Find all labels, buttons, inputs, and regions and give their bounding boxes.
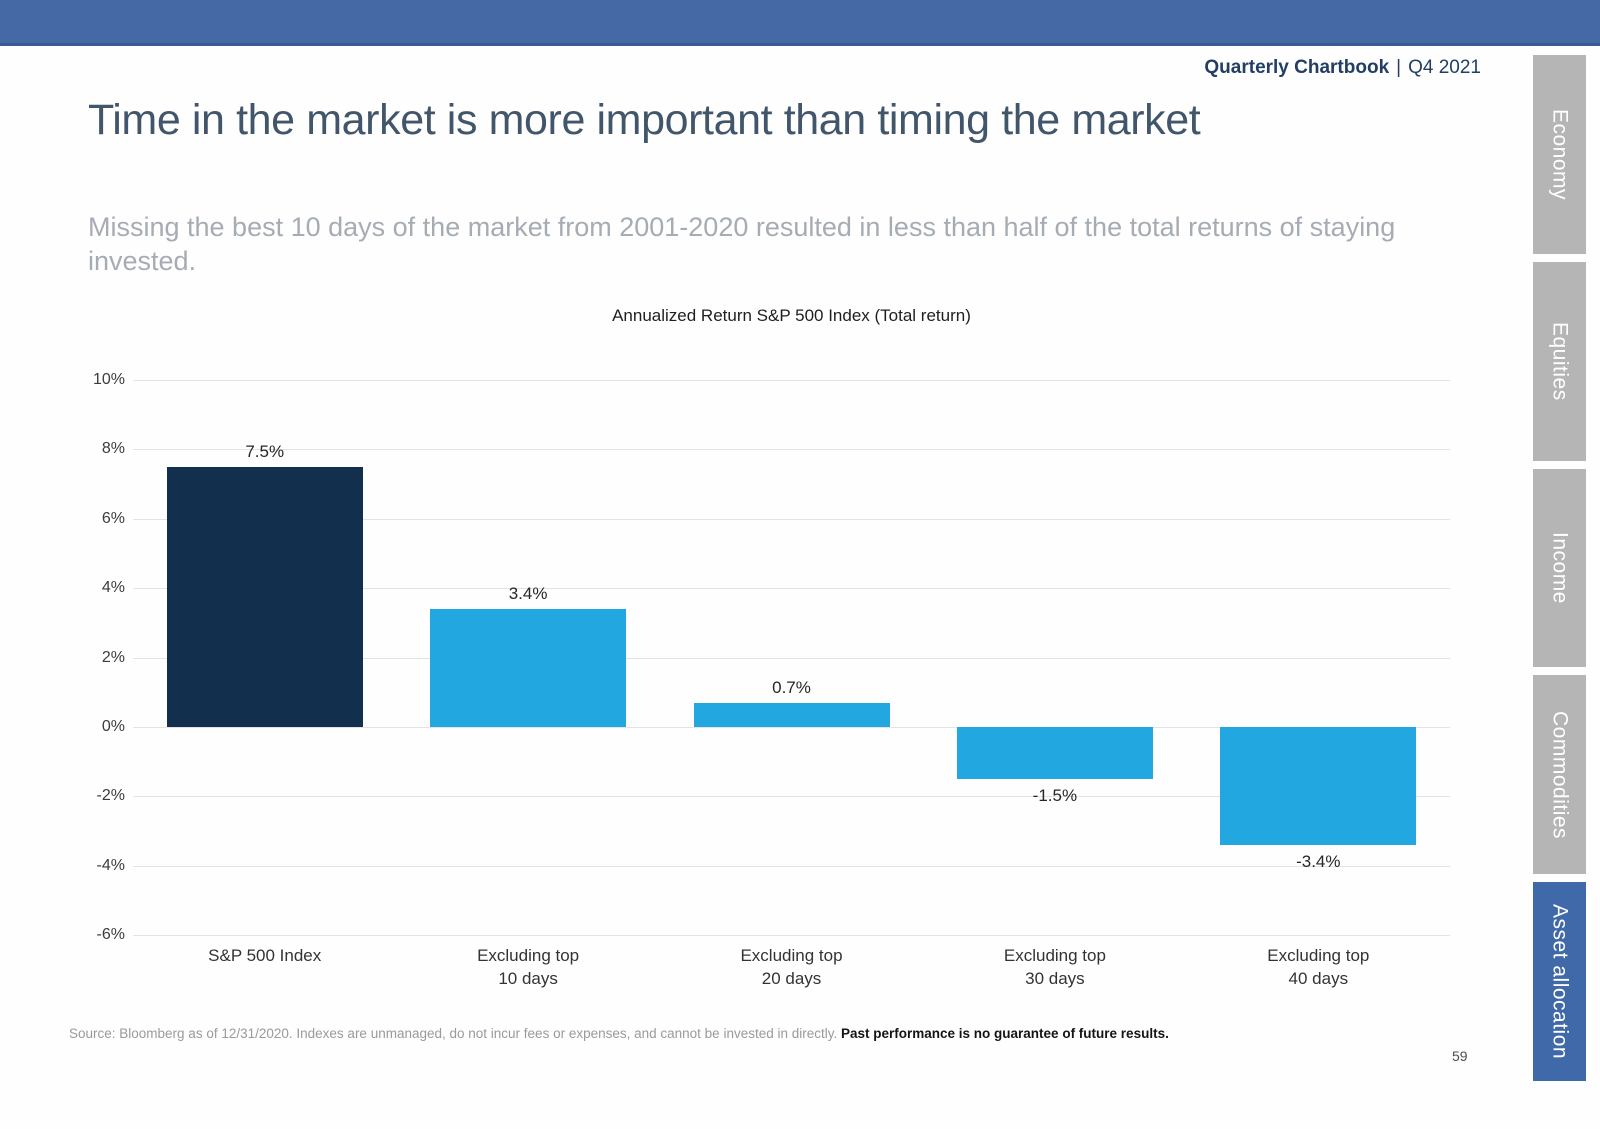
y-axis-tick-label: 4%: [101, 579, 125, 597]
section-tab-rail: Economy Equities Income Commodities Asset al…: [1533, 55, 1586, 1081]
bar-value-label: 7.5%: [245, 441, 285, 461]
x-axis-category-label: S&P 500 Index: [208, 946, 322, 965]
tab-income[interactable]: Income: [1533, 468, 1586, 668]
tab-label: Equities: [1548, 321, 1572, 401]
chart-bar-1: [166, 466, 363, 727]
source-note: Source: Bloomberg as of 12/31/2020. Inde…: [69, 1026, 1399, 1041]
chartbook-edition: Q4 2021: [1408, 57, 1481, 78]
gridline: [133, 796, 1450, 798]
bar-value-label: -3.4%: [1296, 851, 1341, 871]
gridline: [133, 657, 1450, 659]
gridline: [133, 588, 1450, 590]
y-axis: 10% 8% 6% 4% 2% 0% -2% -4% -6%: [50, 371, 125, 943]
chart-bar-2: [430, 608, 627, 727]
plot-area: 7.5% 3.4% 0.7% -1.5% -3.4%: [133, 380, 1450, 936]
x-axis: S&P 500 Index Excluding top 10 days Exclud…: [133, 945, 1450, 991]
chartbook-brand: Quarterly Chartbook: [1204, 57, 1390, 78]
disclaimer-text: Past performance is no guarantee of futu…: [841, 1026, 1169, 1041]
chart-bar-4: [956, 726, 1153, 779]
y-axis-tick-label: 6%: [101, 509, 125, 527]
gridline: [133, 380, 1450, 381]
page-number: 59: [1452, 1048, 1468, 1064]
tab-label: Commodities: [1548, 710, 1572, 839]
y-axis-tick-label: 0%: [101, 717, 125, 735]
x-axis-category-label: Excluding top 10 days: [477, 946, 580, 988]
y-axis-tick-label: 10%: [92, 371, 125, 388]
source-text: Source: Bloomberg as of 12/31/2020. Inde…: [69, 1026, 841, 1041]
gridline: [133, 449, 1450, 451]
x-axis-category-label: Excluding top 30 days: [1003, 946, 1106, 988]
gridline: [133, 935, 1450, 936]
gridline: [133, 726, 1450, 728]
top-accent-bar: [0, 0, 1600, 46]
tab-label: Asset allocation: [1548, 904, 1572, 1060]
chart-bar-3: [693, 702, 890, 727]
tab-label: Income: [1548, 532, 1572, 604]
tab-equities[interactable]: Equities: [1533, 261, 1586, 461]
bar-value-label: 3.4%: [508, 583, 548, 603]
chart-title: Annualized Return S&P 500 Index (Total r…: [612, 306, 971, 325]
y-axis-tick-label: -6%: [96, 926, 125, 943]
bar-value-label: 0.7%: [772, 677, 811, 697]
x-axis-category-label: Excluding top 20 days: [740, 946, 843, 988]
gridline: [133, 518, 1450, 520]
tab-commodities[interactable]: Commodities: [1533, 675, 1586, 875]
tab-label: Economy: [1548, 108, 1572, 200]
page-title: Time in the market is more important tha…: [88, 96, 1201, 144]
page-subtitle: Missing the best 10 days of the market f…: [88, 212, 1396, 276]
bar-value-label: -1.5%: [1032, 785, 1078, 805]
chart-bar-5: [1220, 726, 1417, 845]
y-axis-tick-label: 2%: [101, 648, 125, 666]
gridline: [133, 865, 1450, 867]
header-divider: |: [1396, 57, 1402, 78]
y-axis-tick-label: -2%: [96, 787, 125, 805]
tab-economy[interactable]: Economy: [1533, 55, 1586, 254]
y-axis-tick-label: -4%: [96, 856, 125, 874]
x-axis-category-label: Excluding top 40 days: [1267, 946, 1370, 988]
y-axis-tick-label: 8%: [101, 440, 125, 458]
header-meta: Quarterly Chartbook | Q4 2021: [1204, 57, 1481, 79]
tab-asset-allocation[interactable]: Asset allocation: [1533, 882, 1586, 1081]
